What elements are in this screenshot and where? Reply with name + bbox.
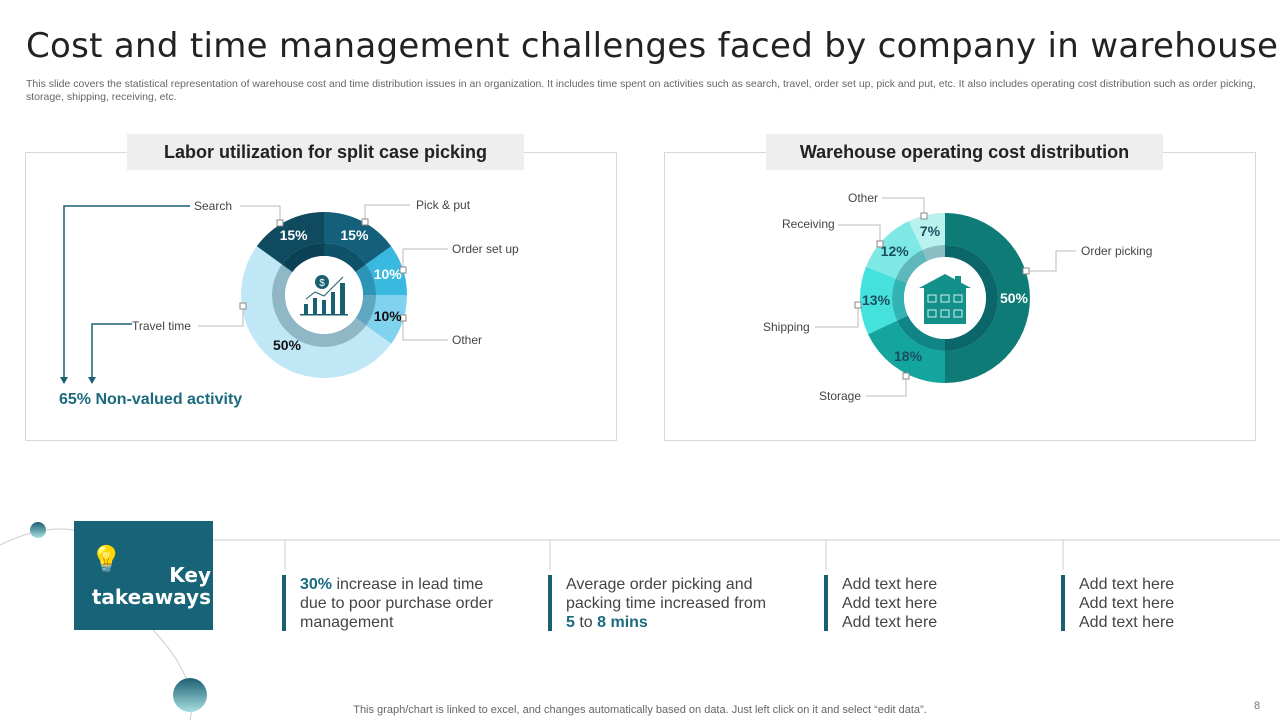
slice-label: 7%	[919, 222, 941, 239]
slice-label: 18%	[894, 348, 923, 365]
donut-inner-band	[945, 245, 998, 351]
takeaway-2: Average order picking and packing time i…	[548, 575, 778, 631]
slice-label: 12%	[880, 242, 909, 259]
slice-label: 15%	[340, 227, 369, 244]
donut-inner-band	[281, 243, 324, 273]
decorative-arc	[0, 522, 1280, 720]
warehouse-building-icon	[919, 274, 971, 324]
donut-inner-band-shade	[945, 245, 998, 351]
donut-inner-band-shade	[355, 295, 376, 326]
key-takeaways-box: 💡 Key takeaways	[74, 521, 213, 630]
slice-label: 10%	[373, 266, 402, 283]
key-takeaways-heading: Key takeaways	[91, 563, 211, 609]
dollar-growth-chart-icon: $	[300, 275, 348, 316]
donut-slice-travel-time	[241, 246, 392, 378]
donut-inner-band-shade	[355, 264, 376, 295]
donut-hole	[285, 256, 363, 334]
svg-text:$: $	[319, 278, 325, 289]
brain-bulb-icon: 💡	[90, 545, 123, 575]
slice-label: 13%	[862, 292, 891, 309]
slide-description: This slide covers the statistical repres…	[26, 78, 1256, 103]
non-valued-activity-annotation: 65% Non-valued activity	[59, 391, 243, 408]
donut-slice-other	[908, 213, 945, 251]
left-chart-title: Labor utilization for split case picking	[127, 134, 524, 170]
donut-inner-band	[324, 243, 367, 273]
donut-inner-band-shade	[272, 264, 367, 347]
donut-inner-band	[272, 264, 367, 347]
label-other-cost: Other	[848, 191, 879, 205]
label-search: Search	[194, 199, 233, 213]
donut-slice-receiving	[865, 221, 923, 279]
slide-title: Cost and time management challenges face…	[26, 26, 1279, 66]
slice-label: 50%	[999, 290, 1029, 306]
donut-inner-band	[355, 295, 376, 326]
slice-label: 15%	[279, 227, 308, 244]
donut-inner-band	[897, 315, 945, 351]
label-order-set-up: Order set up	[452, 242, 519, 256]
label-other: Other	[452, 333, 483, 347]
donut-inner-band	[895, 250, 928, 283]
donut-inner-band-shade	[922, 245, 945, 261]
donut-inner-band-shade	[281, 243, 324, 273]
label-shipping: Shipping	[763, 320, 810, 334]
label-receiving: Receiving	[782, 217, 835, 231]
takeaway-4: Add text here Add text here Add text here	[1061, 575, 1261, 631]
right-chart-title: Warehouse operating cost distribution	[766, 134, 1163, 170]
footer-note: This graph/chart is linked to excel, and…	[353, 704, 927, 716]
slice-label: 10%	[373, 307, 402, 324]
donut-slice-search	[256, 212, 324, 265]
donut-slice-other	[366, 295, 407, 344]
label-order-picking: Order picking	[1081, 244, 1153, 258]
label-storage: Storage	[819, 389, 862, 403]
takeaway-1: 30% increase in lead time due to poor pu…	[282, 575, 512, 631]
donut-inner-band	[922, 245, 945, 261]
leader-lines	[198, 197, 1076, 397]
donut-inner-band-shade	[324, 243, 367, 273]
donut-inner-band-shade	[897, 315, 945, 351]
donut-inner-band-shade	[895, 250, 928, 283]
donut-inner-band-shade	[892, 278, 908, 321]
donut-slice-order-picking	[945, 213, 1030, 383]
label-travel-time: Travel time	[132, 319, 191, 333]
page-number: 8	[1254, 700, 1261, 712]
labor-donut	[241, 212, 407, 378]
donut-slice-pick-put	[324, 212, 392, 265]
donut-slice-storage	[868, 320, 945, 383]
non-valued-arrows	[63, 205, 190, 378]
takeaway-3: Add text here Add text here Add text here	[824, 575, 1024, 631]
slice-label: 50%	[272, 337, 302, 353]
donut-inner-band	[355, 264, 376, 295]
donut-slice-shipping	[860, 266, 898, 335]
donut-inner-band	[892, 278, 908, 321]
donut-slice-order-set-up	[366, 246, 407, 295]
label-pick-put: Pick & put	[416, 198, 471, 212]
